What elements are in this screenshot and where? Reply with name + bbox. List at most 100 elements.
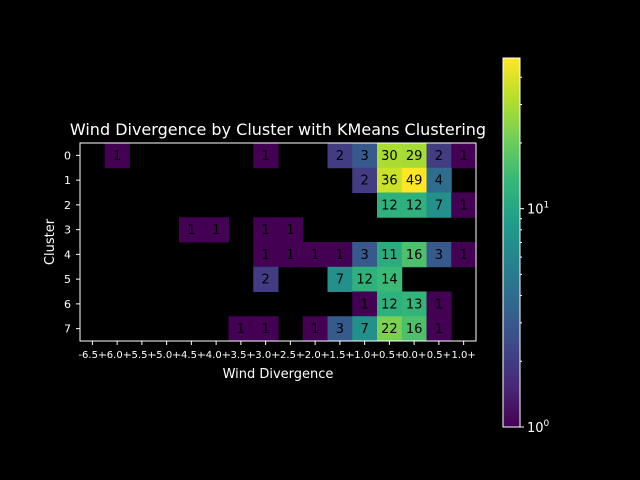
heatmap-cell-label: 1 [311,322,319,337]
heatmap-cell-label: 1 [187,223,195,238]
heatmap-cell-label: 1 [113,149,121,164]
heatmap-cell [401,242,427,268]
heatmap-cell-label: 14 [381,273,398,288]
heatmap-cell-label: 2 [336,149,344,164]
y-tick-label: 4 [64,248,71,261]
heatmap-cell-label: 12 [356,273,373,288]
colorbar [502,57,521,428]
heatmap-cell-label: 2 [360,174,368,189]
chart-title: Wind Divergence by Cluster with KMeans C… [70,120,486,139]
x-tick-label: -3.0+ [252,350,280,361]
x-axis-ticks: -6.5+-6.0+-5.5+-5.0+-4.5+-4.0+-3.5+-3.0+… [78,341,476,361]
x-tick-label: 0.0+ [402,350,426,361]
heatmap-cell-label: 12 [381,297,398,312]
heatmap-cell [401,291,427,317]
heatmap-cell [401,192,427,218]
heatmap-cell-label: 1 [311,248,319,263]
heatmap-cell-label: 1 [261,322,269,337]
heatmap-cell [352,266,378,292]
x-tick-label: 0.5+ [427,350,451,361]
heatmap-cell [203,217,229,243]
heatmap-cell [451,143,477,169]
x-tick-label: -2.0+ [301,350,329,361]
heatmap-cell [352,242,378,268]
x-tick-label: -4.5+ [177,350,205,361]
heatmap-cell-label: 1 [435,322,443,337]
heatmap-cell [352,291,378,317]
heatmap-cell-label: 3 [360,149,368,164]
x-tick-label: -0.5+ [375,350,403,361]
heatmap-cell-label: 3 [435,248,443,263]
heatmap-cell-label: 1 [435,297,443,312]
heatmap-cell-label: 13 [406,297,423,312]
heatmap-cell-label: 29 [406,149,423,164]
y-tick-label: 7 [64,323,71,336]
heatmap-cell-label: 49 [406,174,423,189]
heatmap-cell-label: 2 [261,273,269,288]
heatmap-cell [327,316,353,342]
heatmap-cell-label: 1 [261,248,269,263]
heatmap-cell [401,167,427,193]
heatmap-cell-label: 11 [381,248,398,263]
heatmap-cell [426,242,452,268]
x-tick-label: -4.0+ [202,350,230,361]
heatmap-cell-label: 16 [406,322,423,337]
x-tick-label: -5.5+ [128,350,156,361]
heatmap-cell [401,316,427,342]
heatmap-cell-label: 3 [336,322,344,337]
x-tick-label: -5.0+ [153,350,181,361]
heatmap-cell [352,167,378,193]
heatmap-cell-label: 1 [286,223,294,238]
y-tick-label: 2 [64,199,71,212]
y-axis-label: Cluster [43,218,58,265]
y-tick-label: 0 [64,149,71,162]
heatmap-cells [104,143,477,342]
heatmap-cell [253,217,279,243]
colorbar-ticks: 100 101 [520,76,550,436]
heatmap-cell-label: 1 [261,149,269,164]
heatmap-cell [104,143,130,169]
heatmap-cell [451,192,477,218]
heatmap-cell-label: 7 [435,198,443,213]
heatmap-cell [377,291,403,317]
heatmap-cell [377,242,403,268]
heatmap-cell [253,143,279,169]
x-tick-label: 1.0+ [451,350,475,361]
y-tick-label: 5 [64,273,71,286]
heatmap-cell [451,242,477,268]
heatmap-cell [253,242,279,268]
heatmap-cell-label: 22 [381,322,398,337]
heatmap-cell [327,242,353,268]
x-axis-label: Wind Divergence [223,367,334,382]
heatmap-cell [377,316,403,342]
heatmap-cell-label: 12 [381,198,398,213]
heatmap-cell [377,192,403,218]
y-tick-label: 3 [64,224,71,237]
heatmap-cell [426,167,452,193]
heatmap-cell [253,316,279,342]
heatmap-cell-labels: 1 1 2 3 30 29 2 12 36 49 412 12 7 11 1 1 11 1 1 1 3 11 16 3 12 7 1… [113,149,468,337]
heatmap-cell [377,143,403,169]
heatmap-cell [327,266,353,292]
heatmap-cell [278,217,304,243]
heatmap-cell-label: 1 [459,149,467,164]
heatmap-cell [228,316,254,342]
plot-frame [79,142,477,342]
heatmap-cell-label: 3 [360,248,368,263]
x-tick-label: -2.5+ [276,350,304,361]
heatmap-cell-label: 1 [459,198,467,213]
heatmap-cell-label: 30 [381,149,398,164]
heatmap-cell [253,266,279,292]
heatmap-cell-label: 1 [212,223,220,238]
heatmap-cell [278,242,304,268]
x-tick-label: -6.0+ [103,350,131,361]
colorbar-tick-label: 101 [527,201,549,218]
heatmap-cell-label: 1 [360,297,368,312]
heatmap-cell [302,316,328,342]
y-tick-label: 6 [64,298,71,311]
heatmap-cell-label: 2 [435,149,443,164]
heatmap-cell [302,242,328,268]
heatmap-cell-label: 1 [286,248,294,263]
x-tick-label: -6.5+ [78,350,106,361]
